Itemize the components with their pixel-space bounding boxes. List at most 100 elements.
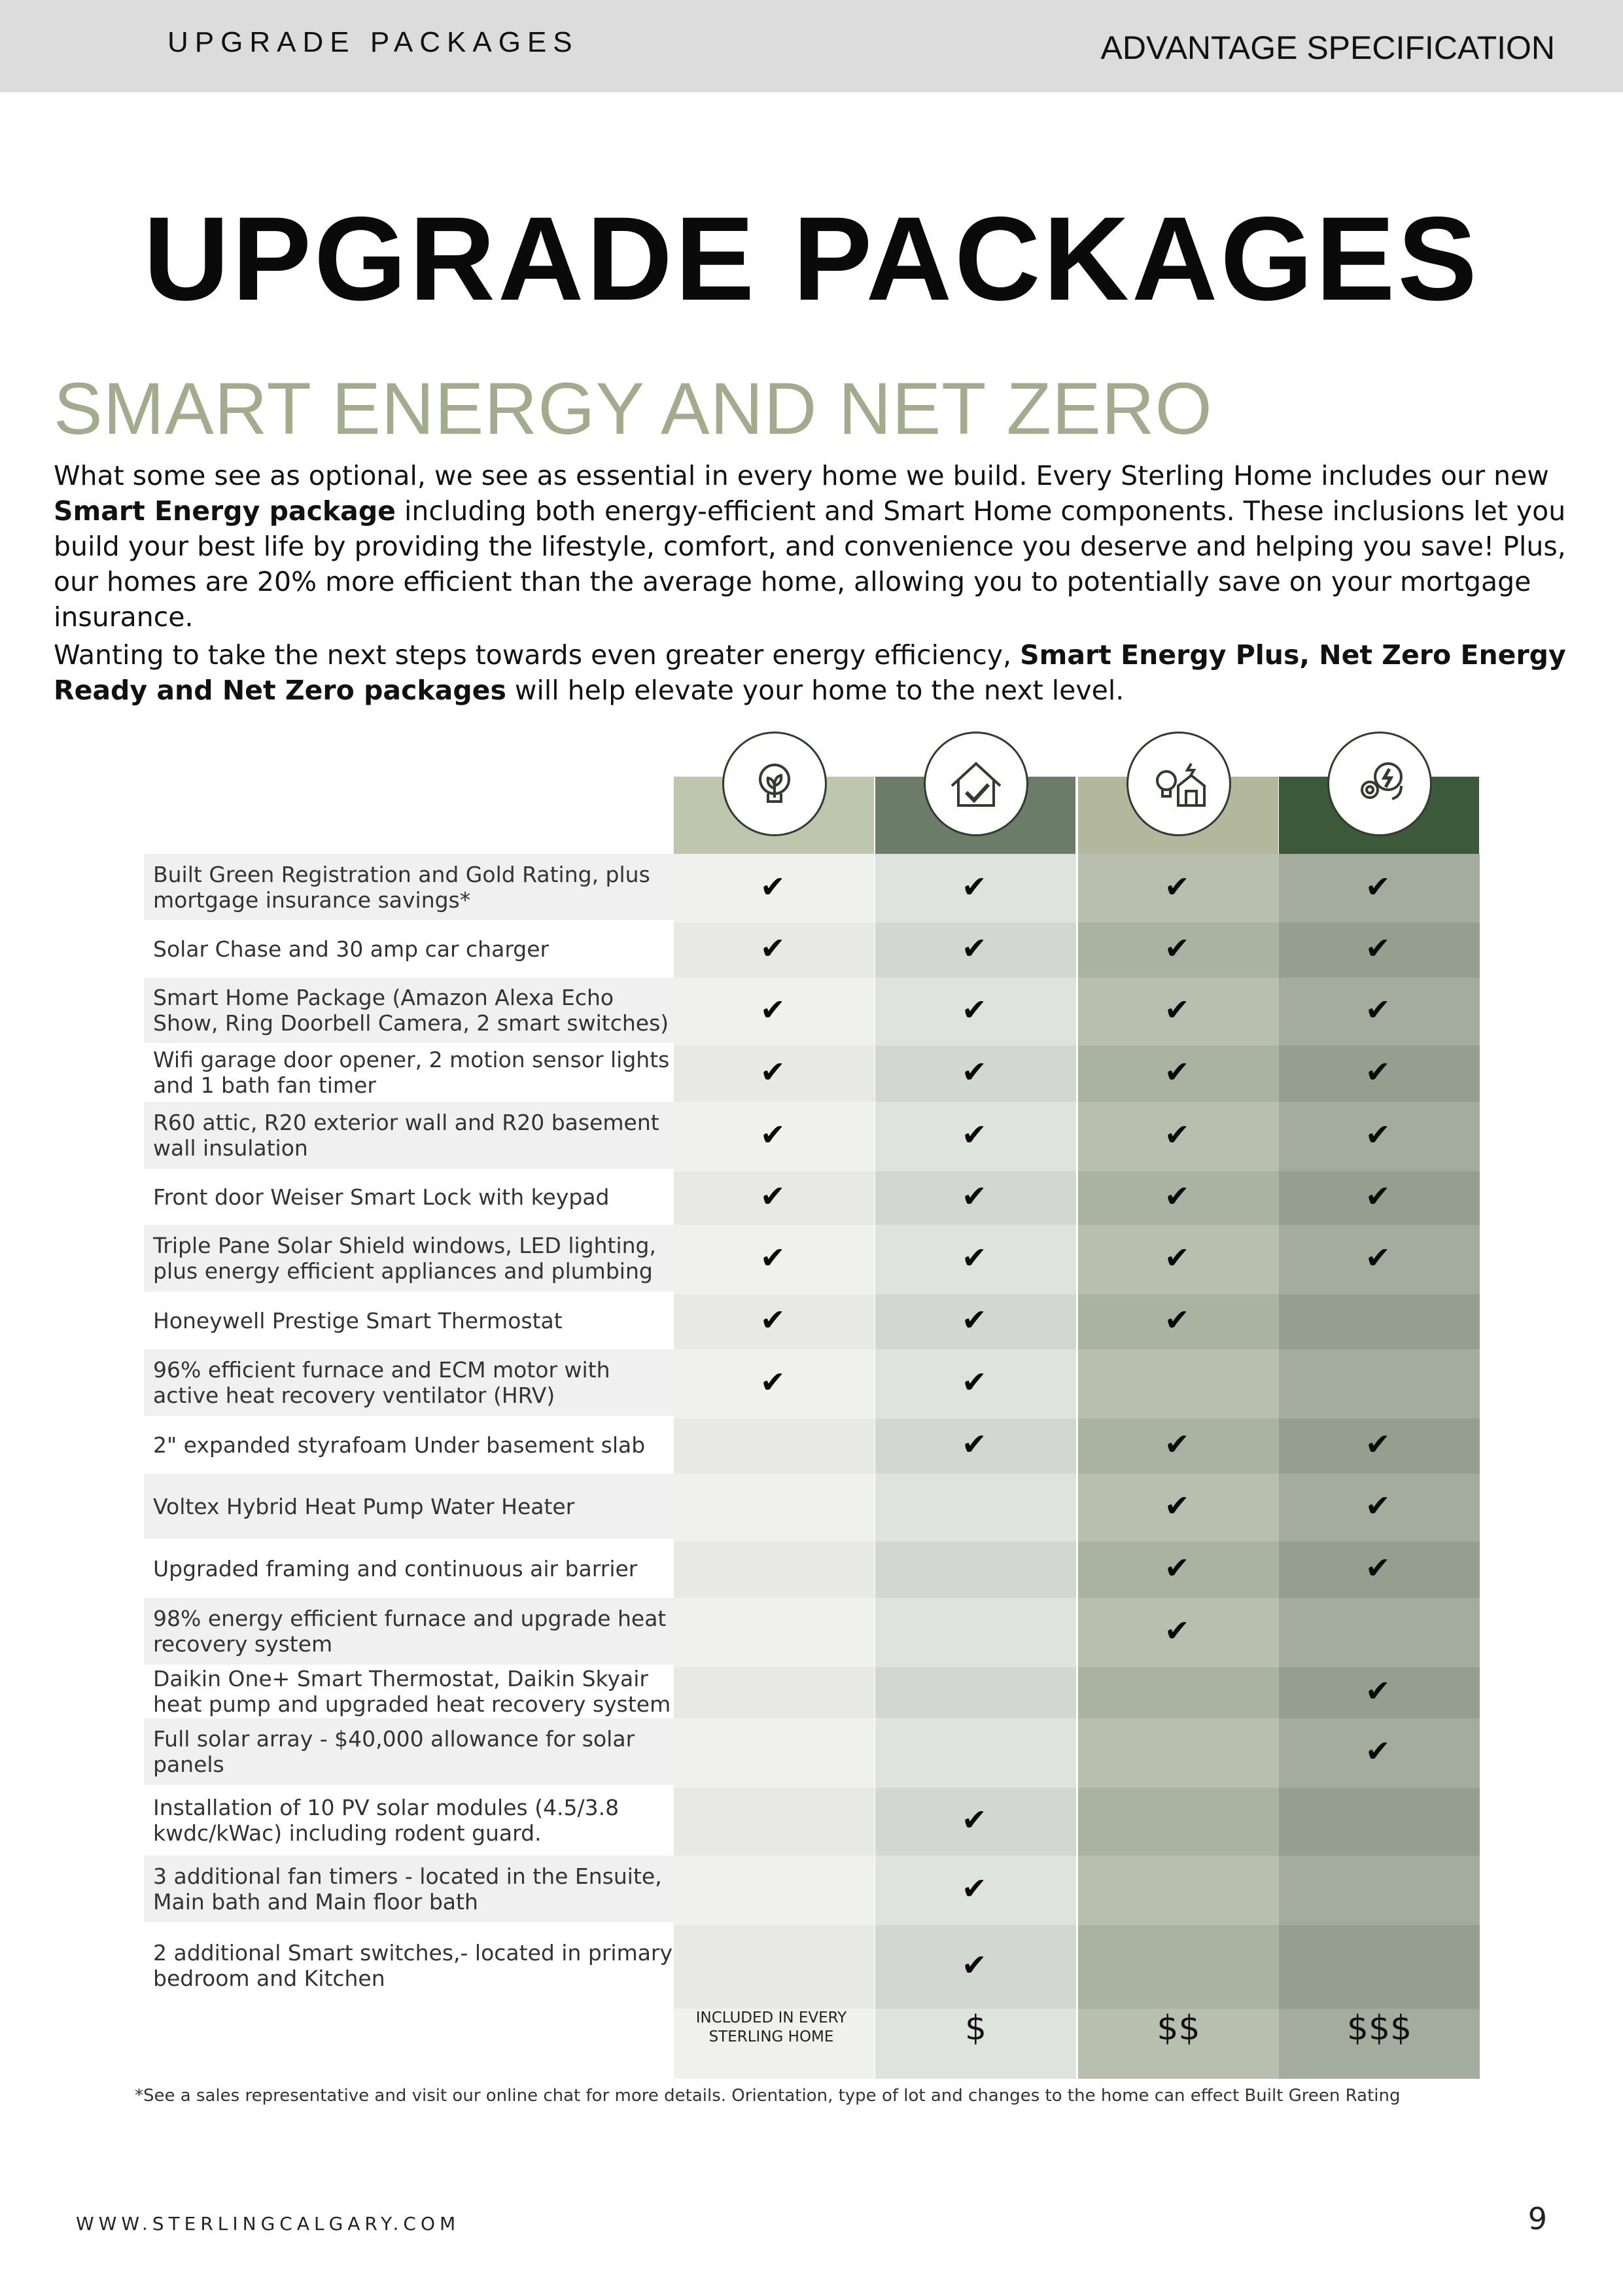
table-cell	[1279, 1294, 1480, 1349]
top-bar: UPGRADE PACKAGES ADVANTAGE SPECIFICATION	[0, 0, 1623, 92]
check-mark-icon: ✔	[1365, 1733, 1391, 1769]
feature-label: 2 additional Smart switches,- located in…	[144, 1925, 674, 2006]
check-mark-icon: ✔	[760, 1240, 786, 1275]
check-mark-icon: ✔	[962, 1426, 987, 1462]
check-mark-icon: ✔	[1164, 1117, 1190, 1152]
feature-label: 3 additional fan timers - located in the…	[144, 1856, 674, 1922]
table-cell	[674, 1171, 875, 1225]
feature-label: 98% energy efficient furnace and upgrade…	[144, 1598, 674, 1665]
check-mark-icon: ✔	[962, 1302, 987, 1337]
table-cell	[1279, 1046, 1480, 1102]
check-mark-icon: ✔	[1164, 1488, 1190, 1523]
table-cell	[1279, 1419, 1480, 1474]
table-cell	[1078, 1788, 1279, 1856]
table-cell	[1279, 1474, 1480, 1542]
check-mark-icon: ✔	[760, 868, 786, 904]
price-cell	[875, 2009, 1076, 2079]
feature-label: R60 attic, R20 exterior wall and R20 bas…	[144, 1102, 674, 1169]
table-cell	[875, 1419, 1076, 1474]
table-cell	[875, 1788, 1076, 1856]
table-cell	[1078, 1925, 1279, 2009]
check-mark-icon: ✔	[760, 1178, 786, 1214]
table-cell	[1078, 1667, 1279, 1718]
table-cell	[875, 1598, 1076, 1667]
table-cell	[875, 1718, 1076, 1788]
lightbulb-leaf-icon	[759, 764, 790, 803]
header-section-title: UPGRADE PACKAGES	[167, 26, 579, 58]
table-cell	[875, 1225, 1076, 1294]
check-mark-icon: ✔	[1164, 1426, 1190, 1462]
check-mark-icon: ✔	[1365, 1488, 1391, 1523]
price-tier-2: $	[964, 2009, 987, 2048]
footnote: *See a sales representative and visit ou…	[135, 2086, 1401, 2106]
check-mark-icon: ✔	[962, 1054, 987, 1089]
table-cell	[1279, 1542, 1480, 1598]
footer-website: WWW.STERLINGCALGARY.COM	[76, 2213, 461, 2234]
check-mark-icon: ✔	[760, 1302, 786, 1337]
check-mark-icon: ✔	[962, 992, 987, 1027]
intro-text: What some see as optional, we see as ess…	[54, 460, 1549, 491]
table-cell	[875, 1349, 1076, 1419]
table-cell	[1279, 1925, 1480, 2009]
check-mark-icon: ✔	[962, 1947, 987, 1983]
table-cell	[875, 978, 1076, 1046]
check-mark-icon: ✔	[1164, 930, 1190, 966]
table-cell	[1078, 1225, 1279, 1294]
check-mark-icon: ✔	[760, 1364, 786, 1400]
table-cell	[875, 1294, 1076, 1349]
feature-label: Triple Pane Solar Shield windows, LED li…	[144, 1225, 674, 1292]
table-cell	[1078, 978, 1279, 1046]
check-mark-icon: ✔	[962, 1364, 987, 1400]
check-mark-icon: ✔	[1365, 1054, 1391, 1089]
table-cell	[674, 1718, 875, 1788]
check-mark-icon: ✔	[1164, 868, 1190, 904]
feature-label: Built Green Registration and Gold Rating…	[144, 854, 674, 920]
check-mark-icon: ✔	[1365, 930, 1391, 966]
check-mark-icon: ✔	[1365, 1240, 1391, 1275]
check-mark-icon: ✔	[760, 992, 786, 1027]
table-cell	[1078, 1419, 1279, 1474]
check-mark-icon: ✔	[760, 1054, 786, 1089]
table-cell	[1279, 1667, 1480, 1718]
price-tier-4: $$$	[1346, 2009, 1412, 2048]
table-cell	[1078, 1542, 1279, 1598]
check-mark-icon: ✔	[962, 868, 987, 904]
check-mark-icon: ✔	[962, 1802, 987, 1837]
table-cell	[674, 854, 875, 923]
table-cell	[1279, 1102, 1480, 1171]
table-cell	[1078, 1102, 1279, 1171]
table-cell	[1078, 1856, 1279, 1925]
table-cell	[674, 1667, 875, 1718]
check-mark-icon: ✔	[962, 1117, 987, 1152]
table-cell	[1078, 1718, 1279, 1788]
table-cell	[1078, 1598, 1279, 1667]
table-cell	[1279, 1856, 1480, 1925]
feature-label: Front door Weiser Smart Lock with keypad	[144, 1171, 674, 1222]
check-mark-icon: ✔	[1365, 868, 1391, 904]
intro-text: including both energy-efficient and Smar…	[54, 495, 1566, 633]
table-cell	[1078, 1171, 1279, 1225]
feature-label: Honeywell Prestige Smart Thermostat	[144, 1294, 674, 1347]
feature-label: 96% efficient furnace and ECM motor with…	[144, 1349, 674, 1416]
intro-bold-text: Smart Energy Plus, Net Zero Energy Ready…	[54, 639, 1566, 706]
package-logo-3	[1126, 732, 1231, 836]
table-cell	[1078, 923, 1279, 978]
gear-bolt-icon	[1361, 762, 1403, 800]
feature-label: Solar Chase and 30 amp car charger	[144, 923, 674, 975]
feature-label: Smart Home Package (Amazon Alexa Echo Sh…	[144, 978, 674, 1043]
table-cell	[875, 1046, 1076, 1102]
table-cell	[674, 978, 875, 1046]
table-cell	[674, 1294, 875, 1349]
table-cell	[875, 1542, 1076, 1598]
check-mark-icon: ✔	[1164, 1613, 1190, 1648]
check-mark-icon: ✔	[1164, 1550, 1190, 1585]
feature-label: Daikin One+ Smart Thermostat, Daikin Sky…	[144, 1666, 674, 1717]
table-cell	[1279, 1718, 1480, 1788]
table-cell	[674, 1542, 875, 1598]
package-logo-2	[924, 732, 1028, 836]
table-cell	[1279, 1349, 1480, 1419]
price-tier-3: $$	[1157, 2009, 1200, 2048]
package-logo-4	[1327, 732, 1432, 836]
intro-text: will help elevate your home to the next …	[506, 675, 1125, 706]
check-mark-icon: ✔	[962, 1871, 987, 1906]
